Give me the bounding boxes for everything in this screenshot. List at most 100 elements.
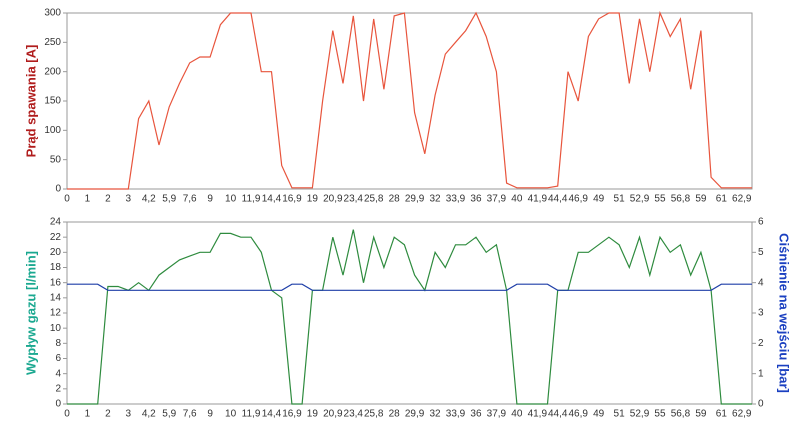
x-tick-label: 37,9 (487, 409, 507, 420)
y-tick-label: 250 (44, 37, 61, 48)
x-tick-label: 33,9 (446, 409, 466, 420)
y2-tick-label: 2 (758, 338, 764, 349)
x-tick-label: 49 (593, 194, 605, 205)
x-tick-label: 51 (614, 409, 626, 420)
x-tick-label: 1 (85, 194, 91, 205)
x-tick-label: 41,9 (528, 409, 548, 420)
data-line (67, 283, 752, 291)
y-axis-title: Wypływ gazu [l/min] (23, 251, 38, 375)
x-tick-label: 44,4 (548, 409, 568, 420)
x-tick-label: 20,9 (323, 409, 343, 420)
x-tick-label: 14,4 (262, 194, 282, 205)
x-tick-label: 29,9 (405, 194, 425, 205)
y-axis-title: Prąd spawania [A] (23, 45, 38, 158)
x-tick-label: 52,9 (630, 409, 650, 420)
plot-area (66, 221, 753, 405)
x-tick-label: 46,9 (568, 194, 588, 205)
x-tick-label: 36 (470, 409, 482, 420)
x-tick-label: 5,9 (162, 409, 176, 420)
x-tick-label: 49 (593, 409, 605, 420)
y-tick-label: 300 (44, 8, 61, 19)
y-tick-label: 0 (55, 399, 61, 410)
y-tick-label: 150 (44, 96, 61, 107)
x-tick-label: 16,9 (282, 194, 302, 205)
y-tick-label: 6 (55, 353, 61, 364)
x-tick-label: 7,6 (183, 409, 197, 420)
x-tick-label: 61 (716, 409, 728, 420)
x-tick-label: 28 (389, 409, 401, 420)
x-tick-label: 61 (716, 194, 728, 205)
y-tick-label: 8 (55, 338, 61, 349)
x-tick-label: 3 (126, 194, 132, 205)
x-tick-label: 25,8 (364, 194, 384, 205)
x-tick-label: 36 (470, 194, 482, 205)
x-tick-label: 9 (207, 194, 213, 205)
x-tick-label: 62,9 (732, 409, 752, 420)
x-tick-label: 7,6 (183, 194, 197, 205)
y-tick-label: 16 (50, 277, 62, 288)
x-tick-label: 51 (614, 194, 626, 205)
data-line (67, 10, 752, 190)
x-tick-label: 9 (207, 409, 213, 420)
x-tick-label: 10 (225, 409, 237, 420)
y-tick-label: 0 (55, 184, 61, 195)
x-tick-label: 23,4 (344, 194, 364, 205)
x-tick-label: 40 (511, 409, 523, 420)
y-tick-label: 20 (50, 247, 62, 258)
y-tick-label: 2 (55, 383, 61, 394)
y-tick-label: 10 (50, 323, 62, 334)
y2-tick-label: 1 (758, 368, 764, 379)
y-tick-label: 12 (50, 308, 62, 319)
x-tick-label: 5,9 (162, 194, 176, 205)
x-tick-label: 59 (695, 194, 707, 205)
y-tick-label: 14 (50, 292, 62, 303)
x-tick-label: 32 (429, 194, 441, 205)
x-tick-label: 2 (105, 409, 111, 420)
y-tick-label: 18 (50, 262, 62, 273)
y-tick-label: 200 (44, 66, 61, 77)
x-tick-label: 0 (64, 194, 70, 205)
x-tick-label: 32 (429, 409, 441, 420)
x-tick-label: 0 (64, 409, 70, 420)
y-tick-label: 4 (55, 368, 61, 379)
y2-axis-title: Ciśnienie na wejściu [bar] (777, 233, 792, 393)
x-tick-label: 20,9 (323, 194, 343, 205)
y-tick-label: 22 (50, 232, 62, 243)
x-tick-label: 11,9 (242, 409, 261, 420)
x-tick-label: 25,8 (364, 409, 384, 420)
x-tick-label: 41,9 (528, 194, 548, 205)
y2-tick-label: 5 (758, 247, 764, 258)
x-tick-label: 10 (225, 194, 237, 205)
y-tick-label: 50 (50, 154, 62, 165)
y2-tick-label: 6 (758, 217, 764, 228)
x-tick-label: 29,9 (405, 409, 425, 420)
x-tick-label: 56,8 (671, 409, 691, 420)
x-tick-label: 28 (389, 194, 401, 205)
x-tick-label: 59 (695, 409, 707, 420)
x-tick-label: 2 (105, 194, 111, 205)
y2-tick-label: 4 (758, 277, 764, 288)
x-tick-label: 33,9 (446, 194, 466, 205)
plot-area (66, 12, 753, 190)
x-tick-label: 55 (654, 409, 666, 420)
x-tick-label: 46,9 (568, 409, 588, 420)
y2-tick-label: 3 (758, 308, 764, 319)
x-tick-label: 1 (85, 409, 91, 420)
x-tick-label: 3 (126, 409, 132, 420)
y-tick-label: 100 (44, 125, 61, 136)
x-tick-label: 19 (307, 409, 319, 420)
x-tick-label: 14,4 (262, 409, 282, 420)
y-tick-label: 24 (50, 217, 62, 228)
x-tick-label: 62,9 (732, 194, 752, 205)
x-tick-label: 55 (654, 194, 666, 205)
x-tick-label: 4,2 (142, 409, 156, 420)
x-tick-label: 4,2 (142, 194, 156, 205)
x-tick-label: 40 (511, 194, 523, 205)
x-tick-label: 19 (307, 194, 319, 205)
x-tick-label: 11,9 (242, 194, 261, 205)
x-tick-label: 23,4 (344, 409, 364, 420)
x-tick-label: 37,9 (487, 194, 507, 205)
x-tick-label: 52,9 (630, 194, 650, 205)
